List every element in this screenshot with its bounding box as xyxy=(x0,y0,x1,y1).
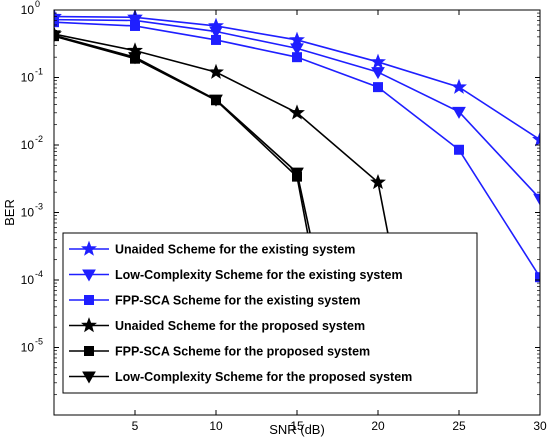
legend-box xyxy=(62,232,478,394)
data-point xyxy=(208,63,224,79)
y-tick-label: 10 -4 xyxy=(21,269,43,287)
data-point xyxy=(130,20,140,31)
legend-marker xyxy=(84,295,94,305)
data-point xyxy=(452,106,466,119)
legend-entry: Unaided Scheme for the existing system xyxy=(69,240,355,257)
legend-marker xyxy=(81,317,97,333)
y-tick-label-base: 10 xyxy=(21,341,35,355)
legend-entry: FPP-SCA Scheme for the existing system xyxy=(69,294,360,308)
data-point xyxy=(533,193,540,206)
legend-label: Unaided Scheme for the proposed system xyxy=(115,319,365,333)
x-tick-label: 5 xyxy=(132,419,139,433)
data-point xyxy=(289,31,305,47)
legend-marker xyxy=(82,371,96,384)
data-point xyxy=(454,144,464,155)
legend-label: FPP-SCA Scheme for the existing system xyxy=(115,294,360,308)
y-tick-label-base: 10 xyxy=(21,206,35,220)
legend: Unaided Scheme for the existing system Lo… xyxy=(62,232,478,394)
y-axis-label: BER xyxy=(2,199,17,226)
legend-entry: FPP-SCA Scheme for the proposed system xyxy=(69,345,370,359)
x-tick-label: 20 xyxy=(371,419,385,433)
y-tick-label-base: 10 xyxy=(21,71,35,85)
data-point xyxy=(370,53,386,69)
data-point xyxy=(211,34,221,45)
series-3 xyxy=(54,17,540,283)
x-tick-label: 10 xyxy=(209,419,223,433)
data-point xyxy=(535,272,540,283)
data-point xyxy=(371,67,385,80)
y-tick-label-exponent: -2 xyxy=(35,134,43,144)
data-point xyxy=(373,82,383,93)
legend-label: Unaided Scheme for the existing system xyxy=(115,243,355,257)
y-tick-label: 10 -1 xyxy=(21,67,43,85)
y-tick-label-exponent: -5 xyxy=(35,337,43,347)
data-point xyxy=(54,30,61,43)
legend-marker xyxy=(84,346,94,356)
x-tick-label: 15 xyxy=(290,419,304,433)
x-tick-label: 30 xyxy=(533,419,547,433)
y-tick-label: 10 -3 xyxy=(21,202,43,220)
legend-label: FPP-SCA Scheme for the proposed system xyxy=(115,345,370,359)
x-axis-label: SNR (dB) xyxy=(269,422,325,437)
data-point xyxy=(128,52,142,65)
y-tick-label-exponent: -3 xyxy=(35,202,43,212)
data-point xyxy=(532,131,540,147)
data-point xyxy=(289,104,305,120)
series-line xyxy=(54,33,418,383)
legend-entry: Low-Complexity Scheme for the existing s… xyxy=(69,268,403,282)
legend-label: Low-Complexity Scheme for the proposed s… xyxy=(115,370,412,384)
legend-marker xyxy=(81,240,97,256)
y-tick-label: 10 -5 xyxy=(21,337,43,355)
y-tick-label: 10 -2 xyxy=(21,134,43,152)
legend-entry: Unaided Scheme for the proposed system xyxy=(69,317,365,333)
y-tick-label-base: 10 xyxy=(21,138,35,152)
legend-entry: Low-Complexity Scheme for the proposed s… xyxy=(69,370,412,384)
y-tick-label: 10 0 xyxy=(21,0,40,17)
data-point xyxy=(54,17,59,28)
data-point xyxy=(370,173,386,190)
data-point xyxy=(290,43,304,56)
data-point xyxy=(292,52,302,63)
data-point xyxy=(209,94,223,107)
legend-marker xyxy=(82,269,96,282)
data-point xyxy=(290,167,304,180)
y-tick-label-exponent: -4 xyxy=(35,269,43,279)
y-tick-label-exponent: -1 xyxy=(35,67,43,77)
legend-label: Low-Complexity Scheme for the existing s… xyxy=(115,268,403,282)
y-tick-label-exponent: 0 xyxy=(35,0,40,9)
x-tick-label: 25 xyxy=(452,419,466,433)
data-point xyxy=(209,26,223,39)
y-tick-label-base: 10 xyxy=(21,3,35,17)
y-tick-label-base: 10 xyxy=(21,273,35,287)
data-point xyxy=(451,78,467,94)
